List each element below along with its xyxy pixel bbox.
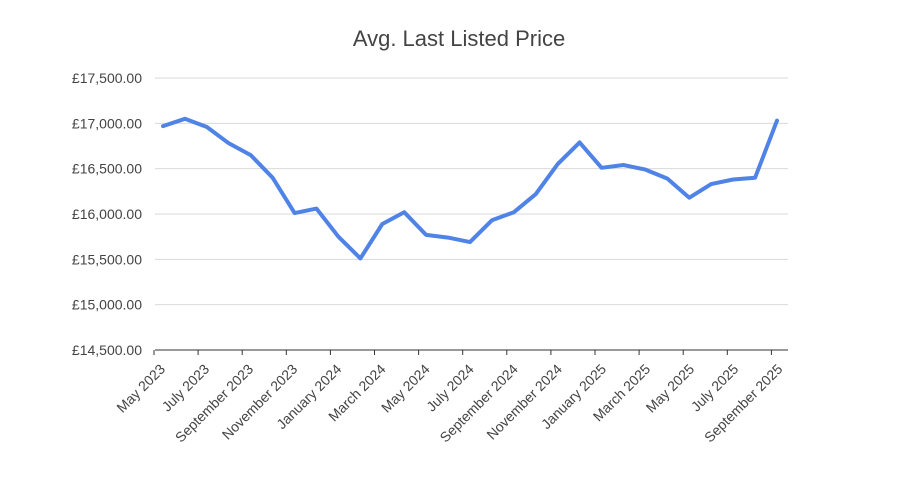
y-tick-label: £16,500.00 bbox=[72, 161, 142, 177]
y-tick-label: £15,000.00 bbox=[72, 297, 142, 313]
x-tick-label: May 2025 bbox=[643, 361, 698, 416]
axes bbox=[153, 349, 788, 355]
x-tick-label: November 2024 bbox=[483, 361, 565, 443]
x-tick-label: May 2023 bbox=[113, 361, 168, 416]
x-tick-label: November 2023 bbox=[219, 361, 301, 443]
series bbox=[161, 116, 779, 261]
chart-title: Avg. Last Listed Price bbox=[352, 26, 566, 51]
x-tick-label: September 2025 bbox=[701, 361, 786, 446]
x-tick-label: September 2024 bbox=[436, 361, 521, 446]
y-tick-label: £15,500.00 bbox=[72, 251, 142, 267]
y-tick-label: £14,500.00 bbox=[72, 342, 142, 358]
gridlines bbox=[155, 77, 788, 306]
x-tick-label: September 2023 bbox=[172, 361, 257, 446]
y-axis-ticks: £14,500.00 £15,000.00 £15,500.00 £16,000.00… bbox=[72, 70, 142, 358]
y-tick-label: £17,500.00 bbox=[72, 70, 142, 86]
x-tick-label: May 2024 bbox=[378, 361, 433, 416]
y-tick-label: £16,000.00 bbox=[72, 206, 142, 222]
series-line bbox=[161, 116, 779, 261]
y-tick-label: £17,000.00 bbox=[72, 115, 142, 131]
